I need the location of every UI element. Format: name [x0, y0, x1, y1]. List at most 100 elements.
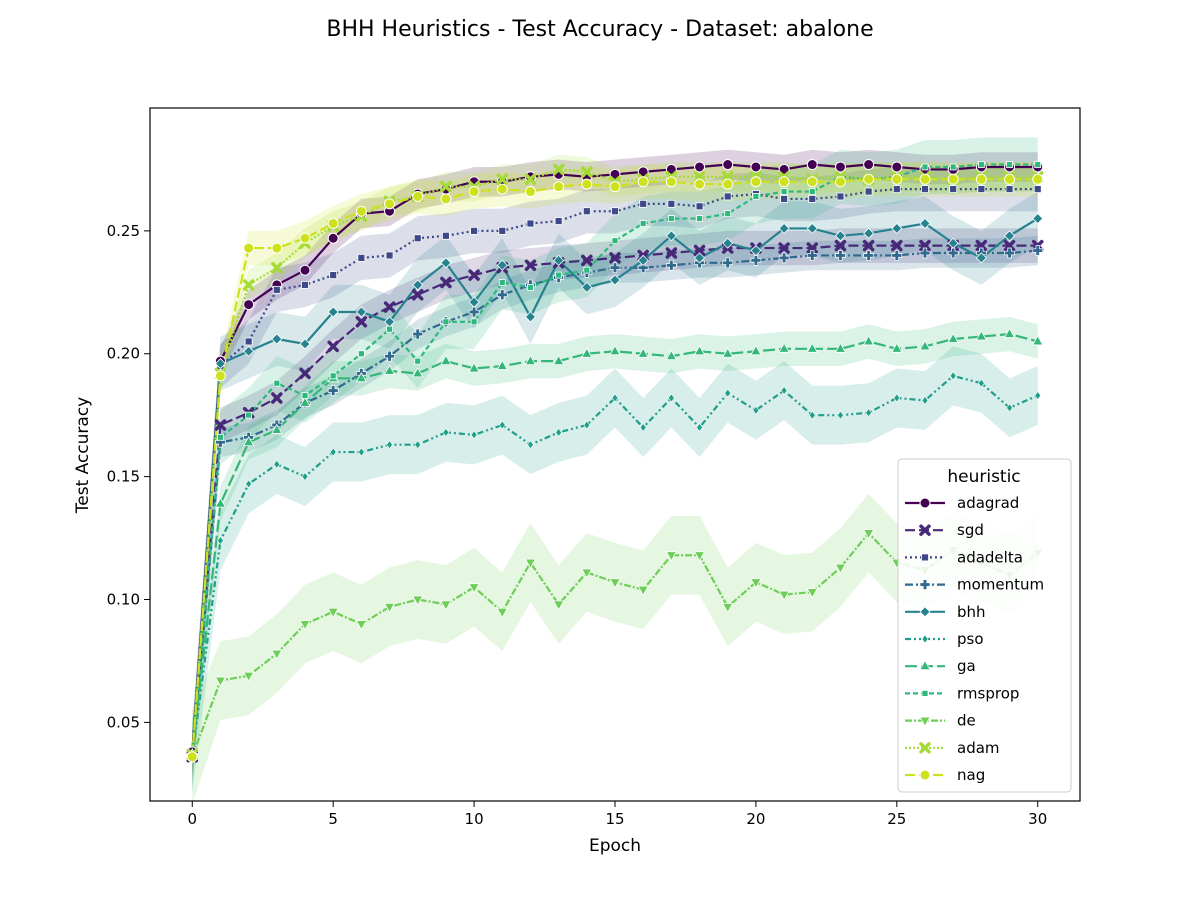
legend-item-adadelta: adadelta	[905, 548, 1023, 566]
data-point-rmsprop	[245, 411, 253, 419]
data-point-momentum	[835, 250, 846, 261]
data-point-adagrad	[243, 299, 255, 311]
data-point-adadelta	[554, 217, 563, 225]
data-point-de	[862, 529, 875, 540]
data-point-pso	[414, 440, 422, 450]
data-point-adadelta	[244, 337, 253, 346]
legend-label: bhh	[957, 603, 986, 621]
data-point-de	[496, 607, 508, 619]
data-point-pso	[639, 422, 647, 432]
data-point-rmsprop	[667, 215, 675, 222]
data-point-rmsprop	[780, 188, 788, 195]
data-point-ga	[412, 367, 424, 378]
data-point-momentum	[722, 257, 734, 269]
data-point-ga	[214, 497, 227, 508]
data-point-de	[665, 551, 678, 562]
data-point-adadelta	[301, 281, 309, 289]
data-point-pso	[1006, 403, 1013, 413]
data-point-de	[355, 620, 368, 631]
data-point-pso	[470, 430, 478, 440]
data-point-rmsprop	[752, 193, 760, 200]
data-point-ga	[552, 354, 565, 366]
data-point-momentum	[327, 385, 339, 396]
data-point-bhh	[947, 237, 959, 249]
data-point-de	[693, 551, 706, 562]
data-point-bhh	[327, 306, 339, 318]
data-point-bhh	[891, 222, 903, 234]
data-point-de	[552, 600, 565, 611]
data-point-rmsprop	[808, 188, 816, 195]
data-point-adadelta	[780, 195, 788, 203]
data-point-adadelta	[442, 231, 450, 240]
data-point-adadelta	[498, 226, 507, 235]
data-point-pso	[949, 371, 957, 381]
y-tick-label: 0.20	[107, 345, 140, 363]
data-point-sgd	[862, 239, 875, 252]
data-point-sgd	[919, 239, 931, 252]
legend-item-rmsprop: rmsprop	[905, 684, 1019, 702]
data-point-nag	[553, 181, 565, 193]
legend-item-adagrad: adagrad	[905, 494, 1019, 512]
legend: heuristic adagrad sgd adadelta momentum bhh p…	[897, 458, 1072, 793]
data-point-nag	[891, 173, 903, 185]
legend-label: rmsprop	[957, 684, 1019, 702]
data-point-rmsprop	[583, 266, 591, 274]
data-point-de	[722, 602, 734, 614]
data-point-rmsprop	[273, 379, 281, 387]
data-point-pso	[273, 459, 281, 469]
data-point-nag	[299, 232, 311, 244]
data-point-rmsprop	[470, 318, 478, 326]
x-tick-label: 25	[887, 810, 906, 828]
data-point-rmsprop	[357, 350, 365, 358]
data-point-adadelta	[667, 199, 676, 208]
data-point-bhh	[1003, 230, 1016, 242]
data-point-adagrad	[891, 161, 903, 173]
data-point-de	[609, 578, 621, 589]
legend-item-adam: adam	[905, 739, 1000, 757]
data-point-rmsprop	[724, 210, 732, 218]
data-point-adam	[581, 166, 593, 178]
legend-marker	[921, 690, 929, 697]
data-point-nag	[355, 205, 367, 217]
legend-marker	[919, 606, 931, 618]
y-tick-label: 0.25	[107, 222, 140, 240]
data-point-bhh	[581, 281, 593, 293]
data-point-rmsprop	[555, 271, 563, 279]
data-point-adagrad	[299, 264, 311, 276]
data-point-pso	[386, 440, 393, 450]
data-point-adadelta	[329, 271, 338, 280]
y-tick-label: 0.15	[107, 468, 140, 486]
data-point-rmsprop	[921, 163, 929, 171]
data-point-adadelta	[864, 187, 873, 196]
data-point-rmsprop	[611, 237, 619, 245]
data-point-pso	[724, 388, 732, 398]
data-point-adadelta	[582, 207, 591, 216]
data-point-nag	[214, 370, 226, 382]
data-point-nag	[440, 193, 452, 205]
data-point-pso	[442, 427, 450, 437]
series-markers	[186, 159, 1044, 764]
data-point-pso	[893, 393, 901, 403]
data-point-sgd	[975, 239, 988, 252]
data-point-rmsprop	[498, 279, 506, 286]
data-point-rmsprop	[217, 433, 224, 441]
data-point-sgd	[891, 239, 903, 252]
legend-item-momentum: momentum	[905, 576, 1044, 594]
data-point-ga	[581, 347, 593, 358]
data-point-pso	[357, 447, 365, 457]
legend-items: adagrad sgd adadelta momentum bhh pso ga rmspro…	[905, 494, 1044, 784]
legend-item-nag: nag	[905, 766, 985, 784]
data-point-bhh	[496, 259, 508, 271]
data-point-de	[440, 600, 452, 611]
data-point-adagrad	[327, 232, 339, 244]
data-point-sgd	[1003, 239, 1016, 252]
data-point-pso	[329, 447, 337, 457]
data-point-bhh	[553, 254, 565, 266]
data-point-ga	[1003, 327, 1016, 338]
data-point-adadelta	[921, 185, 929, 193]
data-point-de	[468, 583, 480, 594]
data-point-momentum	[637, 262, 649, 274]
data-point-sgd	[383, 301, 396, 313]
data-point-adadelta	[836, 192, 845, 201]
